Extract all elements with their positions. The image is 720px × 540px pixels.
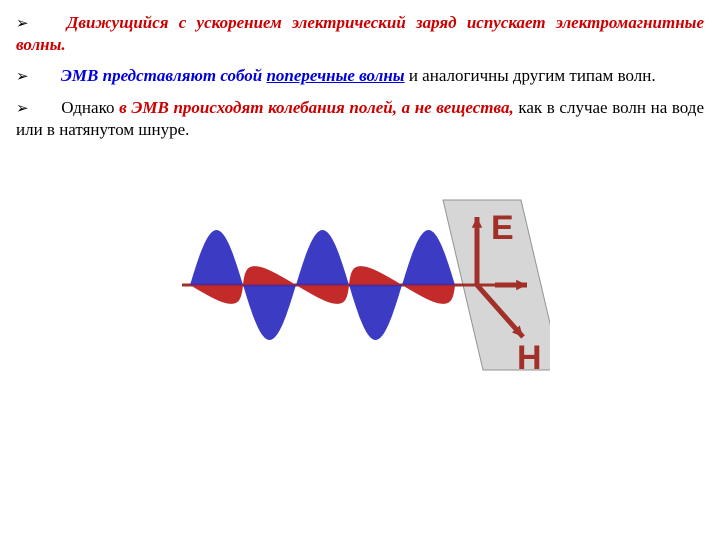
bullet-2-transverse: поперечные волны	[266, 66, 404, 85]
bullet-2: ➢ ЭМВ представляют собой поперечные волн…	[16, 65, 704, 87]
h-field-label: H	[517, 339, 542, 377]
bullet-marker: ➢	[16, 68, 29, 85]
bullet-1-text: Движущийся с ускорением электрический за…	[16, 13, 704, 54]
bullet-2-rest: и аналогичны другим типам волн.	[405, 66, 656, 85]
bullet-marker: ➢	[16, 100, 29, 117]
bullet-3: ➢ Однако в ЭМВ происходят колебания поле…	[16, 97, 704, 140]
e-field-label: E	[491, 209, 514, 247]
bullet-3-emph: в ЭМВ происходят колебания полей, а не в…	[119, 98, 514, 117]
em-wave-figure: EH	[16, 150, 704, 410]
bullet-1: ➢ Движущийся с ускорением электрический …	[16, 12, 704, 55]
bullet-2-mid: представляют собой	[98, 66, 266, 85]
bullet-3-lead: Однако	[61, 98, 119, 117]
bullet-2-emw: ЭМВ	[61, 66, 99, 85]
em-wave-svg: EH	[170, 150, 550, 410]
bullet-marker: ➢	[16, 15, 29, 32]
